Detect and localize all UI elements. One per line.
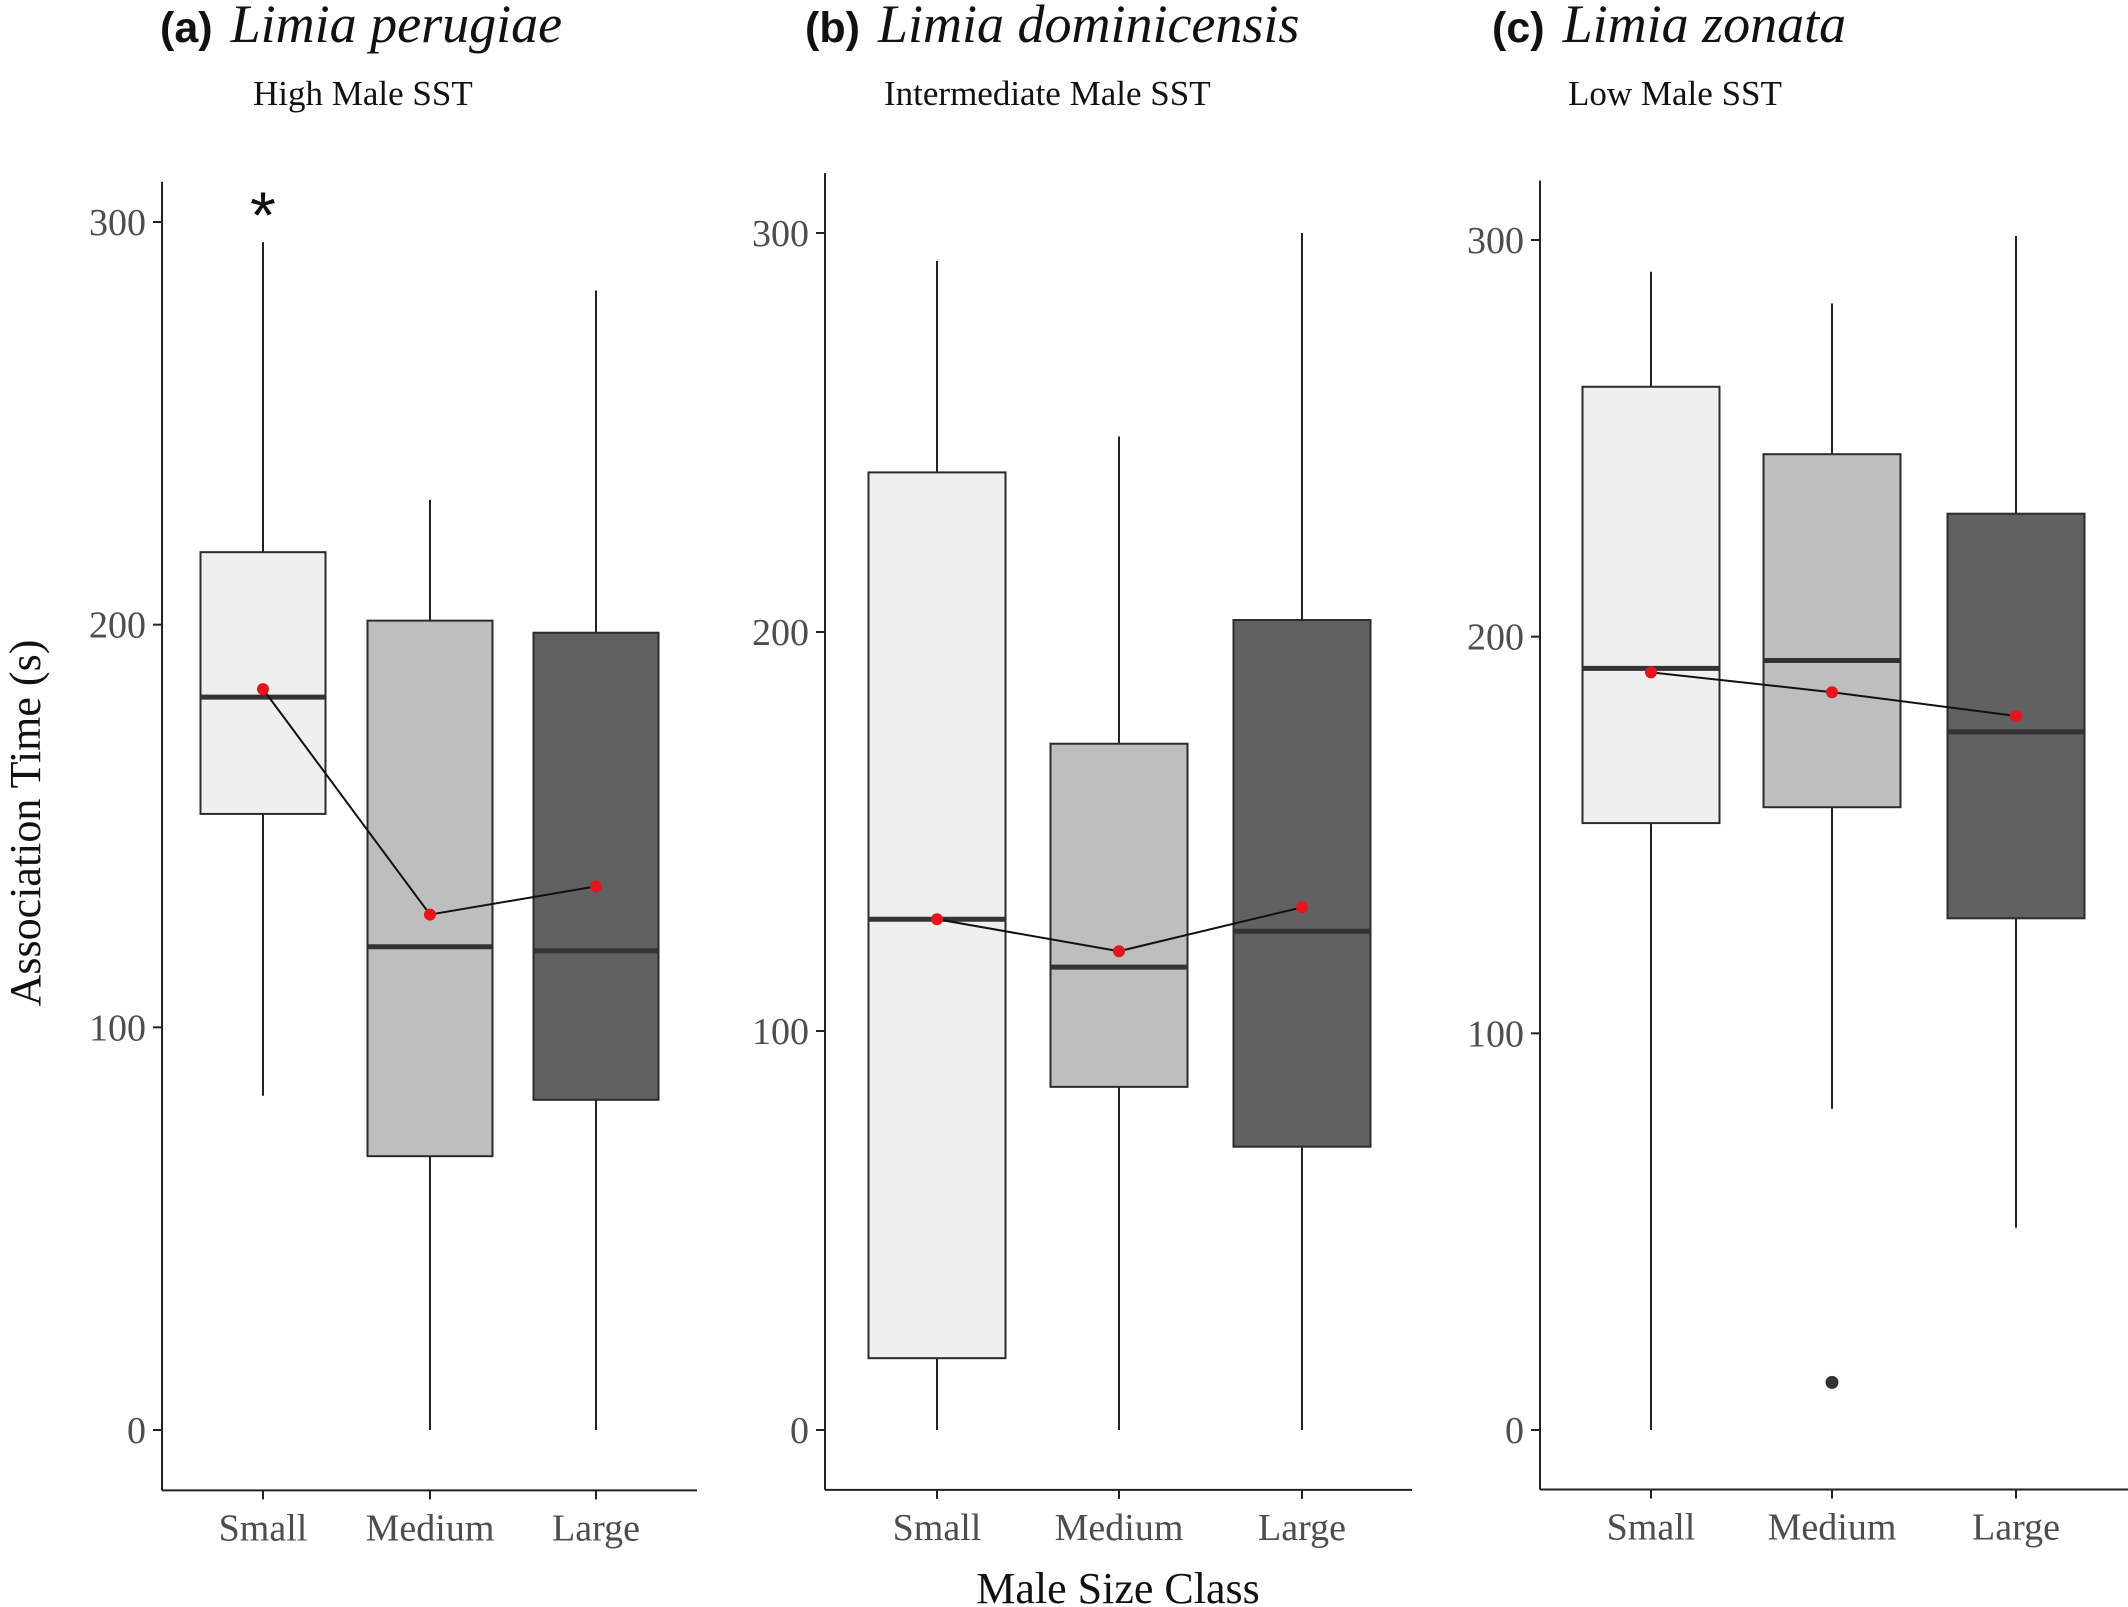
panel-b-mean-point-small — [931, 913, 943, 926]
panel-c-x-tick-label-medium: Medium — [1768, 1507, 1897, 1549]
panel-b-x-tick-label-large: Large — [1258, 1507, 1346, 1549]
panel-c-y-tick-label: 0 — [1505, 1410, 1524, 1452]
panel-b-y-tick-label: 0 — [790, 1410, 809, 1452]
panel-a-mean-point-medium — [424, 908, 436, 921]
panel-a-y-tick-label: 100 — [89, 1007, 146, 1049]
panel-a-x-tick-label-medium: Medium — [366, 1507, 495, 1549]
panel-a-y-tick-label: 0 — [127, 1410, 146, 1452]
panel-c-x-tick-label-large: Large — [1972, 1507, 2060, 1549]
panel-b-title: (b) Limia dominicensis — [805, 0, 1299, 54]
panel-c-subtitle: Low Male SST — [1568, 74, 1782, 113]
panel-c-label: (c) — [1492, 4, 1545, 52]
panel-b-species: Limia dominicensis — [877, 0, 1300, 54]
panel-a-box-medium — [366, 619, 494, 1158]
panel-a-title: (a) Limia perugiae — [160, 0, 562, 54]
panel-a-y-tick-label: 300 — [89, 202, 146, 244]
panel-b-mean-point-medium — [1113, 945, 1125, 958]
panel-b-box-large — [1232, 619, 1372, 1148]
panel-b-y-tick-label: 200 — [752, 612, 809, 654]
x-axis-title: Male Size Class — [976, 1564, 1260, 1607]
panel-c-plot: 0 100 200 300 Small Medium Large — [1467, 180, 2128, 1549]
panel-b-mean-point-large — [1296, 901, 1308, 914]
panel-a-x-tick-label-large: Large — [552, 1507, 640, 1549]
panel-a-box-small — [199, 551, 327, 815]
panel-c-box-small — [1581, 385, 1721, 825]
panel-c-box-medium — [1762, 453, 1902, 809]
panel-c-x-tick-label-small: Small — [1607, 1507, 1696, 1549]
panel-a-mean-point-small — [257, 683, 269, 696]
panel-b-x-tick-label-medium: Medium — [1055, 1507, 1184, 1549]
panel-c-y-tick-label: 100 — [1467, 1013, 1524, 1055]
panel-c-mean-point-small — [1645, 666, 1657, 679]
panel-b-box-medium — [1049, 742, 1189, 1088]
panel-c-outlier-medium — [1825, 1375, 1839, 1389]
panel-b-label: (b) — [805, 4, 860, 52]
panel-a-x-tick-label-small: Small — [219, 1507, 308, 1549]
panel-b-y-tick-label: 100 — [752, 1011, 809, 1053]
panel-a-plot: 0 100 200 300 Small Medium Large * — [89, 178, 697, 1549]
panel-b-subtitle: Intermediate Male SST — [884, 74, 1211, 113]
panel-a-y-tick-label: 200 — [89, 605, 146, 647]
panel-c-species: Limia zonata — [1562, 0, 1847, 54]
panel-a-label: (a) — [160, 4, 213, 52]
panel-a-mean-point-large — [590, 880, 602, 893]
panel-b-y-tick-label: 300 — [752, 213, 809, 255]
panel-c-y-tick-label: 300 — [1467, 220, 1524, 262]
panel-a-subtitle: High Male SST — [253, 74, 473, 113]
panel-a-significance-star: * — [250, 178, 276, 252]
panel-c-mean-point-large — [2010, 710, 2022, 722]
panel-c-y-tick-label: 200 — [1467, 617, 1524, 659]
panel-c-mean-point-medium — [1826, 686, 1838, 699]
panel-c-title: (c) Limia zonata — [1492, 0, 1846, 54]
y-axis-title: Association Time (s) — [1, 640, 50, 1007]
panel-b-plot: 0 100 200 300 Small Medium Large — [752, 173, 1412, 1549]
panel-b-x-tick-label-small: Small — [893, 1507, 982, 1549]
panel-a-species: Limia perugiae — [230, 0, 563, 54]
panel-a-box-large — [532, 631, 660, 1101]
